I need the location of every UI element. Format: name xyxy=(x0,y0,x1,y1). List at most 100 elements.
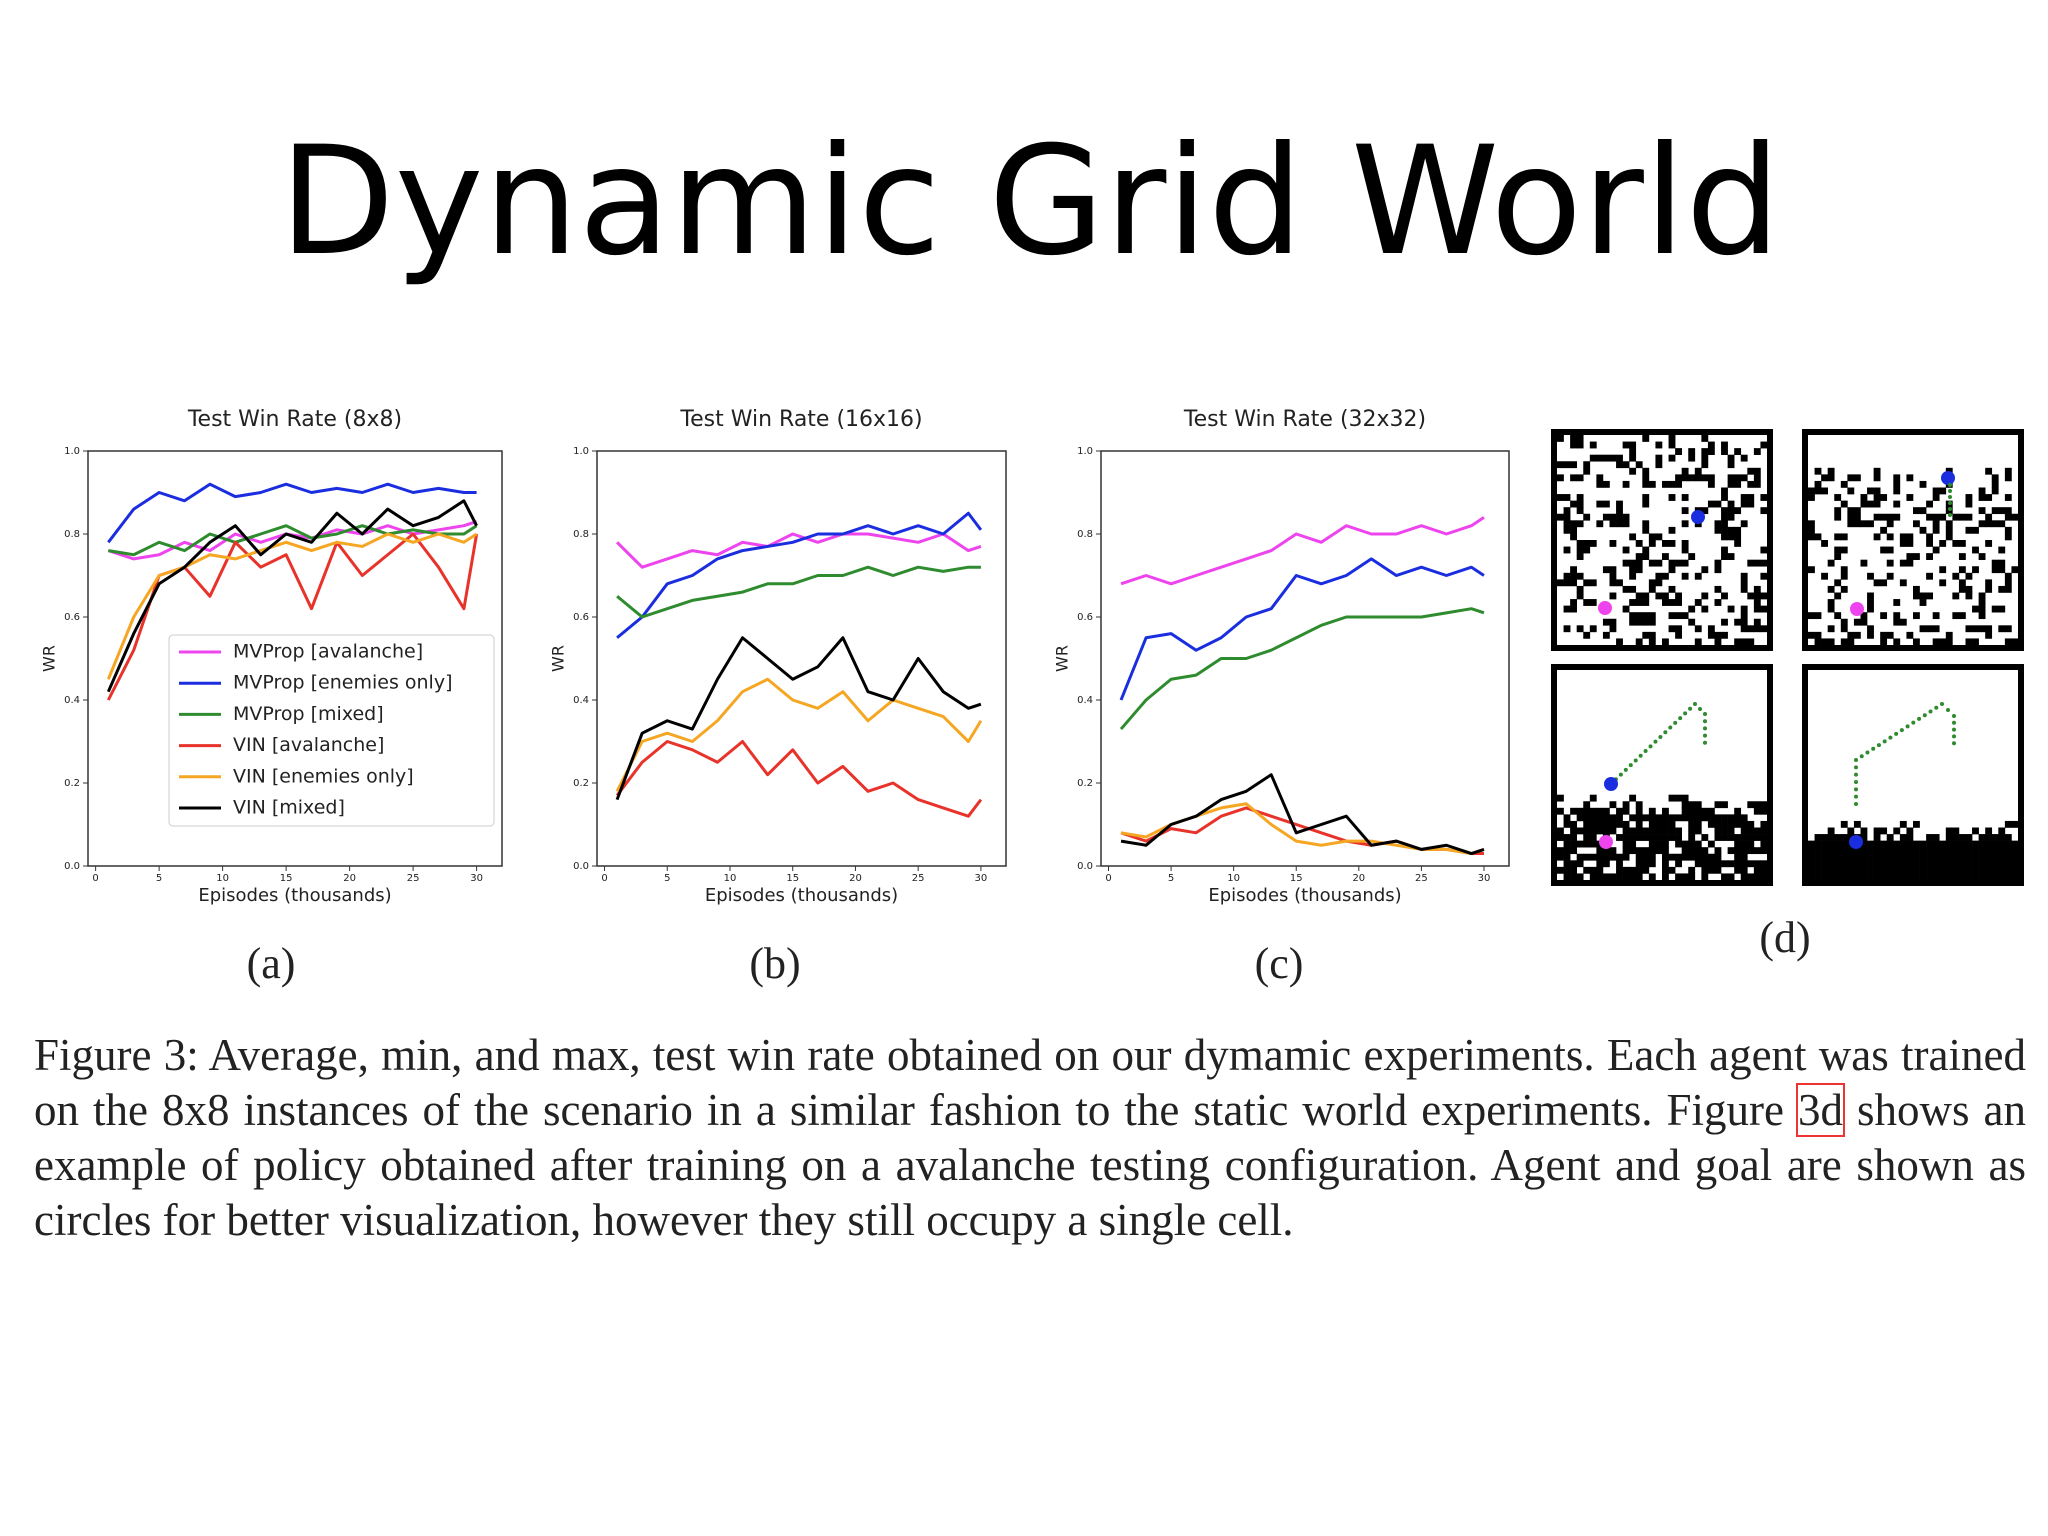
obstacle xyxy=(1675,599,1682,606)
obstacle xyxy=(1978,612,1986,620)
obstacle xyxy=(1714,834,1722,841)
obstacle xyxy=(1570,807,1577,815)
y-tick-label: 0.2 xyxy=(64,778,80,789)
obstacle xyxy=(1998,840,2006,848)
obstacle xyxy=(1707,441,1715,449)
obstacle xyxy=(1893,599,1901,606)
obstacle xyxy=(1853,847,1861,855)
path-dot xyxy=(1854,794,1858,799)
obstacle xyxy=(1747,801,1755,809)
obstacle xyxy=(1919,526,1927,534)
path-dot xyxy=(1688,706,1693,711)
obstacle xyxy=(1668,585,1676,593)
obstacle xyxy=(1814,480,1822,488)
obstacle xyxy=(1681,540,1689,547)
obstacle xyxy=(1609,566,1617,574)
path-dot xyxy=(1952,741,1956,746)
obstacle xyxy=(1734,618,1742,626)
obstacle xyxy=(1860,853,1868,861)
obstacle xyxy=(1867,853,1874,861)
obstacle xyxy=(1808,494,1815,501)
obstacle xyxy=(1707,820,1715,828)
obstacle xyxy=(1681,807,1689,815)
obstacle xyxy=(1932,866,1940,874)
obstacle xyxy=(1821,840,1828,848)
obstacle xyxy=(1668,566,1676,574)
obstacle xyxy=(1867,520,1874,528)
obstacle xyxy=(1899,579,1907,587)
obstacle xyxy=(1721,448,1728,455)
panel-label: (c) xyxy=(1255,939,1304,988)
obstacle xyxy=(1913,853,1920,861)
y-tick-label: 0.0 xyxy=(64,861,80,872)
obstacle xyxy=(1596,860,1604,868)
obstacle xyxy=(1860,618,1868,626)
obstacle xyxy=(1668,441,1676,449)
obstacle xyxy=(1893,500,1901,508)
obstacle xyxy=(1808,853,1815,861)
obstacle xyxy=(1727,526,1735,534)
obstacle xyxy=(1760,873,1768,881)
obstacle xyxy=(1635,860,1643,868)
obstacle xyxy=(1721,546,1728,554)
obstacle xyxy=(1688,801,1696,809)
obstacle xyxy=(1609,625,1617,633)
obstacle xyxy=(1583,599,1591,606)
obstacle xyxy=(1880,494,1888,501)
obstacle xyxy=(1688,820,1696,828)
obstacle xyxy=(1583,631,1591,639)
obstacle xyxy=(1563,873,1571,881)
obstacle xyxy=(1583,546,1591,554)
obstacle xyxy=(1563,847,1571,855)
obstacle xyxy=(1596,873,1604,881)
obstacle xyxy=(1747,467,1755,475)
obstacle xyxy=(2011,866,2019,874)
obstacle xyxy=(1701,474,1709,482)
obstacle xyxy=(1589,579,1597,587)
path-dot xyxy=(1888,735,1893,740)
obstacle xyxy=(1860,847,1868,855)
obstacle xyxy=(1635,834,1643,841)
obstacle xyxy=(1583,807,1591,815)
obstacle xyxy=(1880,873,1888,881)
figure-ref[interactable]: 3d xyxy=(1795,1083,1845,1137)
obstacle xyxy=(1808,520,1815,528)
obstacle xyxy=(1945,847,1953,855)
caption-text: Figure 3: Average, min, and max, test wi… xyxy=(34,1030,2026,1135)
obstacle xyxy=(1701,435,1709,442)
path-dot xyxy=(1693,702,1697,706)
obstacle xyxy=(1867,599,1874,606)
obstacle xyxy=(1840,533,1848,541)
obstacle xyxy=(1688,853,1696,861)
obstacle xyxy=(1808,866,1815,874)
obstacle xyxy=(1939,579,1947,587)
obstacle xyxy=(1668,794,1676,802)
obstacle xyxy=(1886,546,1894,554)
obstacle xyxy=(1972,566,1979,574)
obstacle xyxy=(1596,474,1604,482)
obstacle xyxy=(1827,625,1835,633)
obstacle xyxy=(1721,507,1728,515)
obstacle xyxy=(1688,873,1696,881)
obstacle xyxy=(1893,866,1901,874)
obstacle xyxy=(2004,638,2012,646)
obstacle xyxy=(1694,572,1702,580)
obstacle xyxy=(1648,559,1656,567)
obstacle xyxy=(1557,794,1564,802)
y-axis-label: WR xyxy=(1053,645,1072,672)
obstacle xyxy=(1662,847,1669,855)
obstacle xyxy=(1583,814,1591,822)
obstacle xyxy=(1662,807,1669,815)
obstacle xyxy=(1642,847,1650,855)
obstacle xyxy=(1648,807,1656,815)
obstacle xyxy=(1972,853,1979,861)
obstacle xyxy=(1753,827,1761,835)
obstacle xyxy=(1668,853,1676,861)
obstacle xyxy=(1926,540,1933,547)
obstacle xyxy=(1991,853,1999,861)
legend-label: MVProp [mixed] xyxy=(233,703,384,725)
obstacle xyxy=(1939,847,1947,855)
obstacle xyxy=(1932,873,1940,881)
obstacle xyxy=(1622,834,1630,841)
obstacle xyxy=(1978,553,1986,560)
